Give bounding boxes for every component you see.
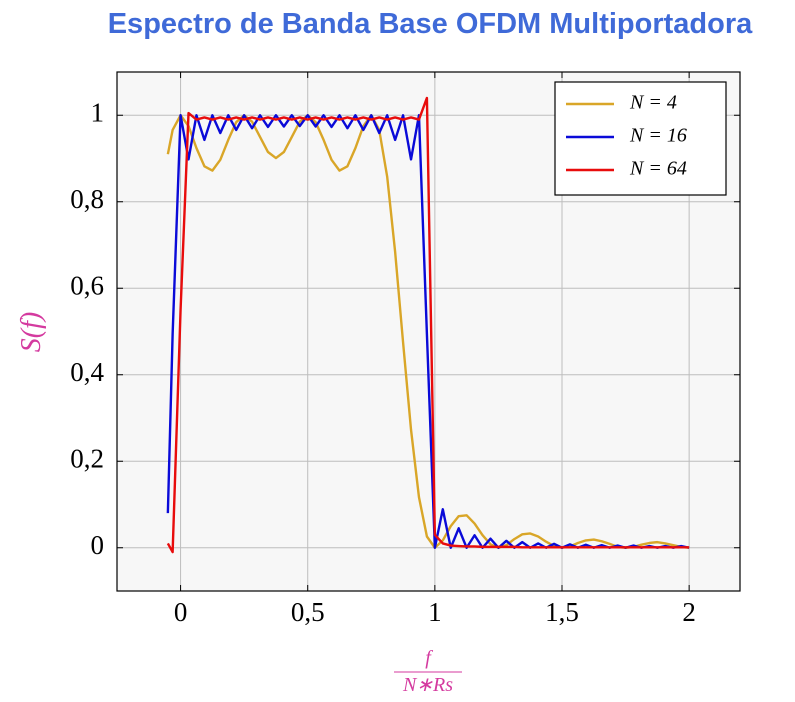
x-tick-label: 0 [174, 597, 188, 627]
x-tick-label: 1,5 [545, 597, 579, 627]
x-axis-label-denominator: N∗Rs [402, 674, 453, 696]
y-tick-label: 0,6 [70, 270, 104, 300]
x-tick-label: 1 [428, 597, 442, 627]
x-tick-label: 2 [682, 597, 696, 627]
legend: N = 4 N = 16 N = 64 [554, 81, 727, 196]
x-tick-label: 0,5 [291, 597, 325, 627]
y-axis-label: S(f) [16, 312, 47, 352]
y-tick-label: 0 [91, 530, 105, 560]
series-line [166, 114, 690, 549]
chart-title: Espectro de Banda Base OFDM Multiportado… [108, 8, 753, 40]
legend-label: N = 16 [629, 125, 687, 147]
plot-frame [116, 71, 741, 592]
legend-box [554, 81, 727, 196]
series-line [166, 96, 690, 554]
y-tick-label: 0,8 [70, 184, 104, 214]
x-axis-label-numerator: f [425, 647, 433, 669]
legend-label: N = 64 [629, 158, 687, 180]
legend-label: N = 4 [629, 92, 677, 114]
series-line [166, 114, 690, 549]
y-tick-label: 0,2 [70, 443, 104, 473]
y-tick-label: 0,4 [70, 357, 104, 387]
y-tick-label: 1 [91, 97, 105, 127]
